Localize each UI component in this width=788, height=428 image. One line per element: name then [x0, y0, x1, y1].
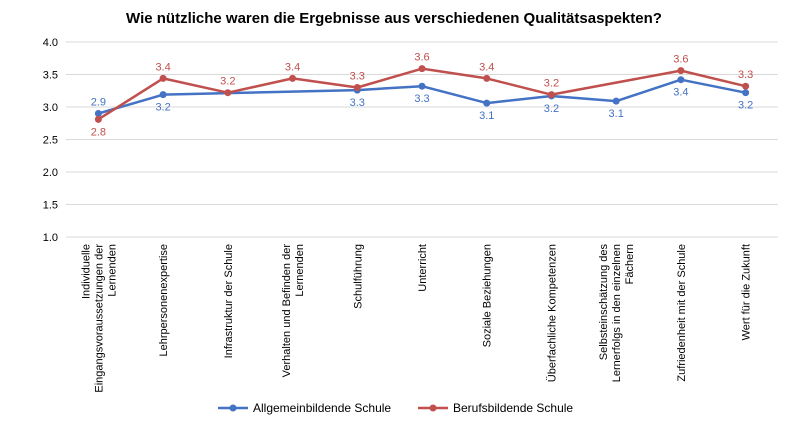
- data-label: 3.2: [544, 78, 559, 90]
- data-label: 3.6: [414, 52, 429, 64]
- series-lines: [94, 65, 750, 123]
- x-tick-label: Zufriedenheit mit der Schule: [676, 244, 688, 382]
- data-label: 3.2: [220, 76, 235, 88]
- data-point: [159, 91, 167, 99]
- data-point: [159, 74, 167, 82]
- series-line: [97, 67, 746, 121]
- x-tick-label: Unterricht: [417, 244, 429, 292]
- y-tick-label: 3.5: [43, 70, 58, 82]
- data-label: 3.4: [155, 61, 170, 73]
- data-label: 3.4: [285, 61, 300, 73]
- data-point: [742, 89, 750, 97]
- legend-label: Allgemeinbildende Schule: [253, 401, 391, 415]
- data-point: [418, 65, 426, 73]
- data-point: [483, 99, 491, 107]
- data-point: [547, 91, 555, 99]
- y-tick-label: 2.0: [43, 167, 58, 179]
- gridlines: [66, 41, 778, 238]
- data-label: 3.2: [155, 102, 170, 114]
- x-tick-label: Soziale Beziehungen: [482, 244, 494, 347]
- data-label: 3.2: [738, 100, 753, 112]
- data-label: 3.3: [350, 97, 365, 109]
- data-point: [483, 74, 491, 82]
- data-label: 3.4: [673, 87, 688, 99]
- legend-marker: [229, 404, 237, 412]
- x-tick-label: Wert für die Zukunft: [741, 244, 753, 340]
- data-label: 3.1: [609, 108, 624, 120]
- y-tick-label: 1.0: [43, 232, 58, 244]
- data-point: [418, 82, 426, 90]
- y-axis: 1.0 1.5 2.0 2.5 3.0 3.5 4.0: [43, 37, 58, 244]
- data-label: 3.3: [350, 71, 365, 83]
- data-point: [353, 84, 361, 91]
- data-label: 3.3: [414, 93, 429, 105]
- data-label: 3.1: [479, 110, 494, 122]
- x-axis: IndividuelleEingangsvoraussetzungen derL…: [80, 244, 752, 393]
- data-point: [677, 76, 685, 84]
- y-tick-label: 1.5: [43, 200, 58, 212]
- y-tick-label: 4.0: [43, 37, 58, 49]
- x-tick-label: Schulführung: [352, 244, 364, 309]
- data-label: 3.6: [673, 54, 688, 66]
- data-label: 3.2: [544, 103, 559, 115]
- x-tick-label: Selbsteinschätzung desLernerfolgs in den…: [598, 244, 636, 383]
- legend-label: Berufsbildende Schule: [453, 401, 573, 415]
- data-labels: 2.9 3.2 3.3 3.3 3.1 3.2 3.1 3.4 3.2 2.8 3.4 3.2 3.4 3…: [91, 52, 754, 139]
- legend: Allgemeinbildende Schule Berufsbildende S…: [218, 401, 573, 415]
- data-point: [289, 74, 297, 82]
- x-tick-label: Verhalten und Befinden derLernenden: [281, 244, 306, 378]
- x-tick-label: IndividuelleEingangsvoraussetzungen derL…: [80, 244, 118, 393]
- x-tick-label: Überfachliche Kompetenzen: [546, 244, 558, 382]
- legend-marker: [429, 404, 437, 412]
- chart-title: Wie nützliche waren die Ergebnisse aus v…: [126, 10, 662, 27]
- data-point: [742, 82, 750, 90]
- y-tick-label: 2.5: [43, 135, 58, 147]
- y-tick-label: 3.0: [43, 102, 58, 114]
- data-label: 2.8: [91, 126, 106, 138]
- x-tick-label: Infrastruktur der Schule: [223, 244, 235, 358]
- data-label: 2.9: [91, 97, 106, 109]
- x-tick-label: Lehrpersonenexpertise: [158, 244, 170, 357]
- data-label: 3.3: [738, 69, 753, 81]
- data-point: [612, 97, 620, 105]
- data-point: [94, 110, 102, 117]
- data-point: [224, 89, 232, 97]
- data-point: [677, 67, 685, 75]
- data-label: 3.4: [479, 61, 494, 73]
- data-point: [94, 115, 102, 123]
